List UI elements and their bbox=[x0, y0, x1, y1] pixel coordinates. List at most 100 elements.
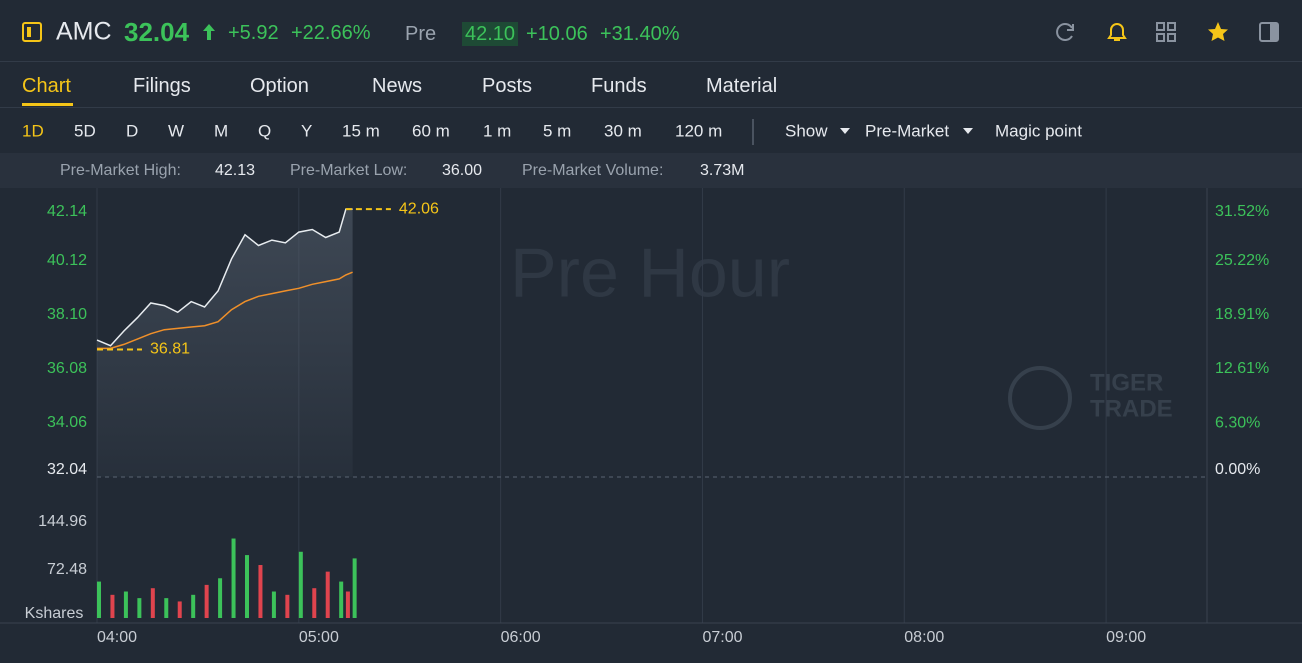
tab[interactable]: Funds bbox=[591, 75, 647, 97]
symbol: AMC bbox=[56, 17, 112, 46]
volume-unit: Kshares bbox=[25, 605, 84, 622]
period[interactable]: 5D bbox=[74, 121, 96, 141]
tab-underline bbox=[22, 103, 73, 106]
volume-bar bbox=[137, 598, 142, 618]
caret bbox=[963, 128, 973, 134]
tab[interactable]: Posts bbox=[482, 75, 533, 97]
volume-bar bbox=[245, 555, 249, 618]
y2-tick-label: 31.52% bbox=[1215, 203, 1269, 220]
session: Pre bbox=[405, 23, 437, 45]
brand-circle bbox=[1008, 366, 1072, 430]
divider bbox=[0, 61, 1302, 62]
menu[interactable]: Pre-Market bbox=[865, 121, 950, 141]
stat-value: 36.00 bbox=[442, 162, 483, 179]
pre-change-pct: +31.40% bbox=[600, 23, 680, 45]
y-tick-label: 34.06 bbox=[47, 414, 87, 431]
volume-bar bbox=[325, 571, 330, 618]
volume-bar bbox=[258, 565, 263, 618]
volume-bar bbox=[97, 581, 101, 618]
y2-tick-label: 12.61% bbox=[1215, 360, 1269, 377]
volume-bar bbox=[285, 594, 290, 618]
period[interactable]: W bbox=[168, 121, 185, 141]
y2-tick-label: 18.91% bbox=[1215, 306, 1269, 323]
volume-tick-label: 144.96 bbox=[38, 513, 87, 530]
period[interactable]: 60 m bbox=[412, 121, 450, 141]
stat-label: Pre-Market Volume: bbox=[522, 162, 664, 179]
favorite-icon[interactable] bbox=[1208, 22, 1228, 41]
stat-label: Pre-Market Low: bbox=[290, 162, 408, 179]
y-tick-label: 42.14 bbox=[47, 203, 87, 220]
brand-text: TRADE bbox=[1090, 395, 1173, 422]
y-tick-label: 40.12 bbox=[47, 252, 87, 269]
tab[interactable]: Filings bbox=[133, 75, 191, 97]
separator bbox=[752, 119, 754, 145]
volume-bar bbox=[339, 581, 344, 618]
marker-label: 36.81 bbox=[150, 341, 190, 358]
period[interactable]: Y bbox=[301, 121, 313, 141]
volume-bar bbox=[218, 578, 223, 618]
x-tick-label: 04:00 bbox=[97, 629, 137, 646]
volume-bar bbox=[312, 588, 317, 618]
layout-icon[interactable] bbox=[1156, 22, 1176, 42]
tab[interactable]: News bbox=[372, 75, 423, 97]
menu[interactable]: Show bbox=[785, 121, 828, 141]
average-line bbox=[97, 271, 353, 350]
stats-bar bbox=[0, 153, 1302, 188]
volume-tick-label: 72.48 bbox=[47, 561, 87, 578]
tab[interactable]: Material bbox=[706, 75, 778, 97]
stat-value: 42.13 bbox=[215, 162, 256, 179]
watermark: Pre Hour bbox=[510, 233, 790, 311]
period[interactable]: 1D bbox=[22, 121, 44, 141]
x-tick-label: 08:00 bbox=[904, 629, 944, 646]
volume-bar bbox=[150, 588, 155, 618]
brand-text: TIGER bbox=[1090, 369, 1163, 396]
period[interactable]: 1 m bbox=[483, 121, 512, 141]
volume-bar bbox=[177, 601, 182, 618]
tab[interactable]: Option bbox=[250, 75, 309, 97]
volume-bar bbox=[298, 551, 303, 618]
volume-bar bbox=[271, 591, 276, 618]
toolbar-icons bbox=[1056, 22, 1279, 42]
pre-price: 42.10 bbox=[462, 22, 519, 46]
period[interactable]: 15 m bbox=[342, 121, 380, 141]
change: +5.92 bbox=[228, 22, 279, 44]
pre-change: +10.06 bbox=[526, 23, 588, 45]
period[interactable]: 30 m bbox=[604, 121, 642, 141]
tab[interactable]: Chart bbox=[22, 75, 71, 97]
price: 32.04 bbox=[124, 17, 190, 47]
divider bbox=[0, 107, 1302, 108]
y-tick-label: 38.10 bbox=[47, 306, 87, 323]
stat-label: Pre-Market High: bbox=[60, 162, 181, 179]
volume-bar bbox=[164, 598, 169, 618]
refresh-icon[interactable] bbox=[1056, 23, 1074, 41]
x-tick-label: 07:00 bbox=[702, 629, 742, 646]
y2-tick-label: 6.30% bbox=[1215, 414, 1260, 431]
x-tick-label: 09:00 bbox=[1106, 629, 1146, 646]
volume-bar bbox=[204, 584, 209, 618]
period[interactable]: Q bbox=[258, 121, 272, 141]
x-tick-label: 05:00 bbox=[299, 629, 339, 646]
period[interactable]: M bbox=[214, 121, 229, 141]
caret bbox=[840, 128, 850, 134]
volume-bar bbox=[123, 591, 128, 618]
period[interactable]: D bbox=[126, 121, 139, 141]
volume-bar bbox=[352, 558, 357, 618]
period[interactable]: 5 m bbox=[543, 121, 572, 141]
price-line bbox=[96, 208, 353, 347]
volume-bar bbox=[191, 594, 196, 618]
panel-icon[interactable] bbox=[1259, 22, 1279, 42]
symbol-icon bbox=[22, 22, 42, 42]
change-pct: +22.66% bbox=[291, 22, 371, 44]
menu[interactable]: Magic point bbox=[995, 121, 1082, 141]
period[interactable]: 120 m bbox=[675, 121, 723, 141]
up-arrow bbox=[203, 24, 215, 40]
marker-label: 42.06 bbox=[399, 200, 439, 217]
y2-tick-label: 0.00% bbox=[1215, 461, 1260, 478]
stat-value: 3.73M bbox=[700, 162, 745, 179]
y2-tick-label: 25.22% bbox=[1215, 252, 1269, 269]
x-tick-label: 06:00 bbox=[501, 629, 541, 646]
volume-bar bbox=[345, 591, 350, 618]
alert-icon[interactable] bbox=[1107, 23, 1127, 41]
